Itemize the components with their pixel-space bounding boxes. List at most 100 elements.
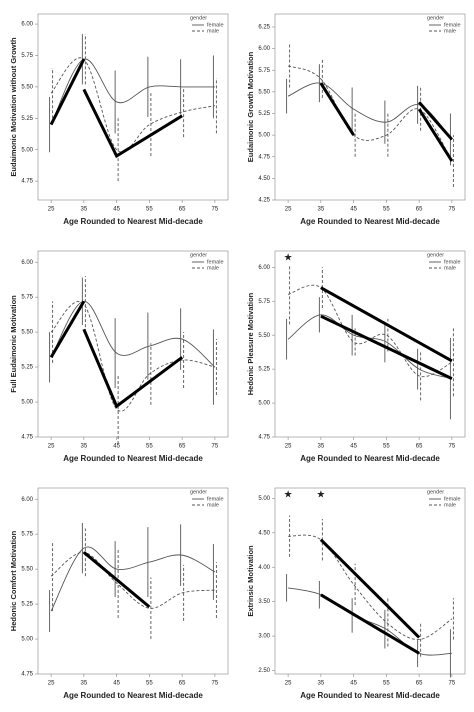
y-tick-label: 5.00: [258, 401, 270, 407]
legend-label: female: [444, 496, 461, 502]
y-tick-label: 5.00: [21, 400, 33, 406]
trend-line: [417, 108, 454, 162]
trend-line: [319, 82, 355, 136]
legend-title: gender: [427, 15, 444, 21]
x-tick-label: 55: [146, 444, 153, 450]
y-tick-label: 5.50: [258, 333, 270, 339]
x-axis-label: Age Rounded to Nearest Mid-decade: [63, 691, 203, 700]
legend-title: gender: [190, 15, 207, 21]
legend-label: female: [207, 22, 224, 28]
x-tick-label: 35: [318, 681, 325, 687]
x-tick-label: 45: [350, 681, 357, 687]
y-tick-label: 5.50: [21, 567, 33, 573]
x-tick-label: 65: [416, 207, 423, 213]
legend-title: gender: [427, 489, 444, 495]
trend-line: [49, 58, 86, 126]
y-tick-label: 5.75: [21, 53, 33, 59]
y-tick-label: 4.25: [258, 198, 270, 204]
y-tick-label: 3.00: [258, 634, 270, 640]
trend-line: [320, 314, 453, 380]
trend-line: [82, 328, 184, 409]
y-tick-label: 5.00: [258, 133, 270, 139]
x-tick-label: 75: [449, 681, 456, 687]
y-tick-label: 4.00: [258, 565, 270, 571]
chart-panel: 4.25 4.50 4.75 5.00 5.25 5.50 5.75 6.00 6.25 25 35…: [246, 13, 466, 226]
legend-label: male: [444, 28, 456, 34]
y-tick-label: 5.00: [258, 496, 270, 502]
trend-line: [82, 551, 151, 609]
trend-line: [418, 101, 454, 141]
x-tick-label: 65: [179, 207, 186, 213]
series-line: [50, 300, 216, 368]
legend-label: female: [207, 496, 224, 502]
x-tick-label: 45: [113, 444, 120, 450]
x-tick-label: 65: [179, 444, 186, 450]
x-tick-label: 55: [383, 444, 390, 450]
y-tick-label: 5.25: [21, 602, 33, 608]
x-tick-label: 55: [146, 207, 153, 213]
series-line: [50, 58, 215, 125]
y-tick-label: 4.75: [21, 672, 33, 678]
x-tick-label: 65: [416, 444, 423, 450]
x-tick-label: 25: [285, 681, 292, 687]
legend-label: male: [207, 265, 219, 271]
y-tick-label: 5.25: [21, 365, 33, 371]
x-tick-label: 65: [179, 681, 186, 687]
y-tick-label: 5.25: [258, 367, 270, 373]
series-line: [50, 301, 215, 412]
y-tick-label: 6.00: [21, 22, 33, 28]
legend-title: gender: [190, 489, 207, 495]
legend-label: female: [444, 259, 461, 265]
x-tick-label: 55: [383, 207, 390, 213]
x-axis-label: Age Rounded to Nearest Mid-decade: [63, 454, 203, 463]
y-axis-label: Extrinsic Motivation: [246, 545, 255, 617]
x-tick-label: 25: [48, 681, 55, 687]
y-tick-label: 4.50: [258, 530, 270, 536]
x-tick-label: 45: [350, 444, 357, 450]
series-line: [287, 65, 453, 162]
plot-frame: [274, 13, 466, 201]
x-tick-label: 35: [318, 207, 325, 213]
plot-frame: [37, 13, 229, 201]
legend-label: male: [444, 265, 456, 271]
x-tick-label: 35: [318, 444, 325, 450]
y-tick-label: 5.75: [258, 299, 270, 305]
x-axis-label: Age Rounded to Nearest Mid-decade: [300, 217, 440, 226]
legend-label: female: [444, 22, 461, 28]
series-line: [287, 284, 453, 378]
y-axis-label: Eudaimonic Growth Motivation: [246, 51, 255, 162]
y-tick-label: 6.25: [258, 25, 270, 31]
y-tick-label: 4.75: [258, 435, 270, 441]
legend-label: male: [444, 502, 456, 508]
y-tick-label: 4.75: [21, 435, 33, 441]
trend-line: [82, 88, 183, 159]
y-tick-label: 2.50: [258, 668, 270, 674]
y-axis-label: Hedonic Comfort Motivation: [9, 530, 18, 631]
significance-marker: ★: [284, 253, 293, 264]
y-tick-label: 4.75: [258, 154, 270, 160]
series-line: [50, 551, 215, 609]
y-tick-label: 5.75: [258, 68, 270, 74]
y-axis-label: Hedonic Pleasure Motivation: [246, 292, 255, 395]
x-axis-label: Age Rounded to Nearest Mid-decade: [63, 217, 203, 226]
plot-frame: [37, 250, 229, 438]
y-tick-label: 6.00: [21, 260, 33, 266]
y-axis-label: Full Eudaimonic Motivation: [9, 295, 18, 393]
x-tick-label: 75: [212, 681, 219, 687]
y-tick-label: 5.00: [21, 147, 33, 153]
plot-frame: [274, 250, 466, 438]
trend-line: [49, 300, 86, 359]
trend-line: [320, 593, 420, 655]
x-tick-label: 75: [212, 444, 219, 450]
chart-panel: 4.75 5.00 5.25 5.50 5.75 6.00 25 35 45 55 65 75 Age …: [246, 250, 466, 463]
significance-marker: ★: [284, 490, 293, 501]
x-tick-label: 45: [113, 207, 120, 213]
trend-line: [320, 286, 453, 363]
series-line: [288, 534, 453, 641]
series-line: [288, 587, 452, 656]
y-tick-label: 6.00: [258, 46, 270, 52]
y-tick-label: 4.75: [21, 179, 33, 185]
chart-panel: 2.50 3.00 3.50 4.00 4.50 5.00 25 35 45 55 65 75 Age …: [246, 487, 466, 700]
chart-panel: 4.75 5.00 5.25 5.50 5.75 6.00 25 35 45 55 65 75 Age …: [9, 13, 229, 226]
x-tick-label: 25: [48, 444, 55, 450]
